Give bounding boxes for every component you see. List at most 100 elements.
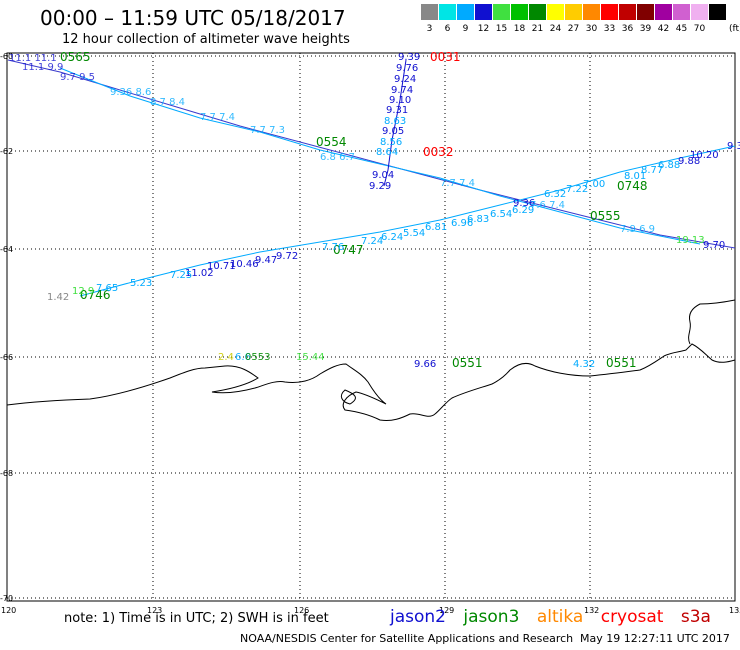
longitude-tick-label: 120 [1, 606, 16, 615]
scale-swatch [421, 4, 438, 20]
scale-swatch [457, 4, 474, 20]
swh-label: 10.71 [207, 261, 236, 272]
pass-id-label: 0747 [333, 243, 364, 257]
longitude-tick-label: 129 [439, 606, 454, 615]
swh-label: 9.88 [678, 156, 700, 167]
legend-s3a: s3a [680, 607, 711, 627]
swh-label: 10.46 [230, 259, 259, 270]
scale-unit: (ft) [729, 24, 740, 34]
swh-label: 10.20 [690, 150, 719, 161]
map-subtitle: 12 hour collection of altimeter wave hei… [62, 32, 350, 47]
swh-label: 6.83 [467, 214, 489, 225]
pass-id-label: 0555 [590, 209, 621, 223]
swh-label: 12.9 [72, 286, 94, 297]
swh-label: 9.35 [727, 141, 740, 152]
swh-label: 6.96 [451, 218, 473, 229]
swh-label: 5.23 [130, 278, 152, 289]
pass-id-label: 0748 [617, 179, 648, 193]
scale-label: 27 [567, 24, 580, 34]
svg-text:7.7 7.3: 7.7 7.3 [250, 125, 285, 136]
swh-label: 7.65 [96, 283, 118, 294]
swh-label: 7.22 [566, 184, 588, 195]
pass-id-label: 0554 [316, 135, 347, 149]
pass-id-label: 0031 [430, 50, 461, 64]
antarctic-coastline [6, 343, 736, 421]
svg-text:6.8 6.7: 6.8 6.7 [320, 152, 355, 163]
swh-label: 8.77 [641, 165, 663, 176]
svg-text:9.36 8.6: 9.36 8.6 [110, 87, 151, 98]
pass-id-label: 0032 [423, 145, 454, 159]
scale-swatch [529, 4, 546, 20]
scale-label: 42 [657, 24, 670, 34]
swh-label: 6.32 [544, 189, 566, 200]
satellite-track-d [383, 59, 407, 187]
satellite-track-a [7, 59, 736, 249]
latitude-tick-label: -60 [0, 52, 13, 61]
latitude-tick-label: -64 [0, 245, 13, 254]
pass-id-labels: 0565 0554 0031 0032 0748 0555 0747 0746 … [60, 50, 648, 370]
swh-label: 7.25 [170, 270, 192, 281]
scale-swatch [475, 4, 492, 20]
scale-label: 18 [513, 24, 526, 34]
swh-label: 9.29 [369, 181, 391, 192]
swh-label: 5.54 [403, 228, 425, 239]
swh-label: 8.01 [624, 171, 646, 182]
scale-label: 45 [675, 24, 688, 34]
legend-jason2: jason2 [390, 607, 446, 627]
dense-label-clusters: 11.1 11.1 11.1 9.9 9.7 9.5 9.36 8.6 8.7 … [9, 53, 655, 363]
swh-label: 4.32 [573, 359, 595, 370]
scale-label: 15 [495, 24, 508, 34]
footer-timestamp: May 19 12:27:11 UTC 2017 [580, 632, 730, 645]
satellite-track-c [79, 145, 736, 297]
swh-label: 9.76 [396, 63, 418, 74]
svg-text:8.7 8.4: 8.7 8.4 [150, 97, 185, 108]
svg-text:6.6: 6.6 [235, 352, 251, 363]
longitude-tick-label: 126 [294, 606, 309, 615]
swh-label: 9.39 [398, 52, 420, 63]
latitude-tick-label: -70 [0, 594, 13, 603]
longitude-tick-label: 135 [729, 606, 740, 615]
longitude-tick-label: 132 [584, 606, 599, 615]
svg-text:7.7 7.4: 7.7 7.4 [200, 112, 235, 123]
swh-label: 7.24 [361, 236, 383, 247]
pass-id-label: 0551 [452, 356, 483, 370]
swh-label: 9.36 [513, 198, 535, 209]
scale-label: 12 [477, 24, 490, 34]
swh-value-labels: 9.39 9.76 9.24 9.74 9.10 9.31 8.63 9.05 … [47, 52, 740, 370]
scale-swatch [637, 4, 654, 20]
svg-text:7.7 7.4: 7.7 7.4 [440, 178, 475, 189]
scale-swatch [655, 4, 672, 20]
svg-text:2.4: 2.4 [218, 352, 234, 363]
swh-label: 7.76 [322, 242, 344, 253]
scale-label: 30 [585, 24, 598, 34]
scale-label: 70 [693, 24, 706, 34]
footer-credit: NOAA/NESDIS Center for Satellite Applica… [240, 632, 574, 645]
swh-label: 9.04 [372, 170, 394, 181]
footer-note: note: 1) Time is in UTC; 2) SWH is in fe… [64, 611, 329, 626]
legend-altika: altika [536, 607, 584, 627]
scale-label: 39 [639, 24, 652, 34]
svg-text:11.1 9.9: 11.1 9.9 [22, 62, 63, 73]
swh-label: 6.24 [381, 232, 403, 243]
legend-cryosat: cryosat [600, 607, 664, 627]
swh-label: 6.81 [425, 222, 447, 233]
scale-swatch [511, 4, 528, 20]
scale-swatch [439, 4, 456, 20]
satellite-track-b [59, 67, 701, 245]
swh-label: 11.02 [185, 268, 214, 279]
graticule-grid [7, 53, 735, 601]
swh-label: 9.47 [255, 255, 277, 266]
svg-text:15.44: 15.44 [296, 352, 325, 363]
scale-label: 21 [531, 24, 544, 34]
latitude-tick-label: -62 [0, 147, 13, 156]
latitude-tick-label: -66 [0, 353, 13, 362]
svg-text:9.7 9.5: 9.7 9.5 [60, 72, 95, 83]
axis-tick-labels: -60 -62 -64 -66 -68 -70 120 123 126 129 132 135 [0, 52, 740, 615]
swh-label: 6.54 [490, 209, 512, 220]
svg-text:11.1 11.1: 11.1 11.1 [9, 53, 57, 64]
antarctic-coastline-east [688, 299, 736, 345]
swh-label: 9.31 [386, 105, 408, 116]
swh-label: 9.24 [394, 74, 416, 85]
latitude-tick-label: -68 [0, 469, 13, 478]
